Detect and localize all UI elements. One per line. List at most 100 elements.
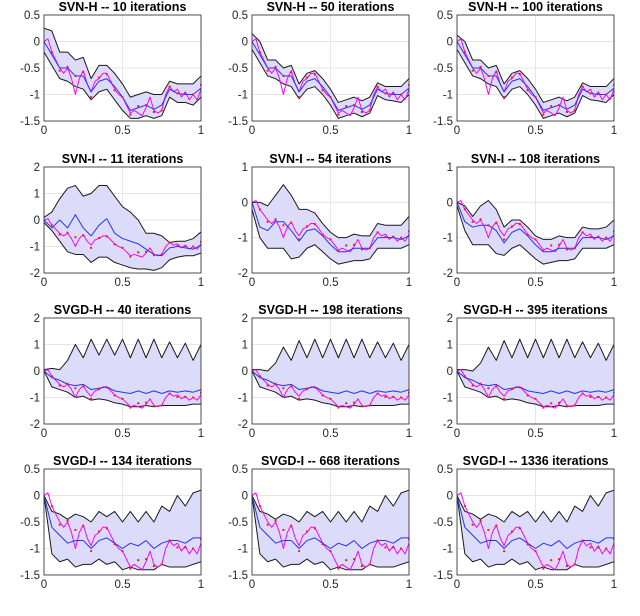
subplot-title: SVN-I -- 54 iterations: [269, 152, 391, 166]
observation-point: [282, 387, 285, 390]
x-tick-label: 0: [249, 125, 255, 137]
observation-point: [129, 567, 132, 570]
y-tick-label: -1: [443, 233, 453, 245]
plot-content: [44, 489, 201, 571]
axes-box: [43, 317, 202, 425]
upper-bound-line: [457, 34, 614, 103]
mean-line: [457, 370, 614, 395]
x-tick-label: 0.5: [115, 428, 131, 440]
observation-point: [558, 401, 561, 404]
observation-point: [160, 404, 163, 407]
plot-content: [44, 185, 201, 271]
observation-point: [510, 225, 513, 228]
observation-point: [290, 385, 293, 388]
y-tick-label: -1: [238, 233, 248, 245]
observation-point: [258, 51, 261, 54]
axes-box: [251, 166, 410, 274]
observation-point: [345, 402, 348, 405]
plot-content: [252, 338, 409, 409]
observation-point: [542, 567, 545, 570]
observation-point: [66, 519, 69, 522]
axes-box: [456, 468, 615, 576]
observation-point: [58, 69, 61, 72]
observation-point: [518, 223, 521, 226]
upper-bound-line: [44, 27, 201, 98]
plot-content: [457, 200, 614, 265]
observation-point: [337, 406, 340, 409]
lower-bound-line: [252, 370, 409, 408]
observation-point: [573, 563, 576, 566]
y-tick-label: 0.5: [24, 464, 40, 476]
observation-point: [392, 235, 395, 238]
observation-point: [298, 238, 301, 241]
y-tick-label: -0.5: [228, 517, 248, 529]
observation-point: [392, 92, 395, 95]
observation-point: [121, 397, 124, 400]
observation-point: [129, 255, 132, 258]
axes-box: [251, 317, 410, 425]
x-tick-label: 0: [454, 579, 460, 591]
mean-line: [44, 370, 201, 395]
observation-point: [82, 385, 85, 388]
observation-point: [510, 76, 513, 79]
credible-band: [252, 339, 409, 407]
observation-point: [282, 528, 285, 531]
observation-point: [305, 225, 308, 228]
observation-point: [597, 235, 600, 238]
observation-point: [589, 395, 592, 398]
observation-point: [145, 250, 148, 253]
x-tick-label: 0.5: [115, 579, 131, 591]
observation-point: [353, 401, 356, 404]
observation-point: [58, 233, 61, 236]
observation-point: [298, 550, 301, 553]
observation-point: [313, 386, 316, 389]
observation-point: [200, 83, 201, 86]
observation-point: [353, 243, 356, 246]
x-tick-label: 1: [611, 277, 617, 289]
observation-point: [329, 238, 332, 241]
observation-point: [573, 247, 576, 250]
lower-bound-line: [44, 495, 201, 571]
observation-point: [90, 550, 93, 553]
observation-point: [503, 550, 506, 553]
y-tick-label: -1: [30, 242, 40, 254]
y-tick-label: -2: [30, 419, 40, 431]
observation-point: [345, 105, 348, 108]
x-tick-label: 0: [454, 125, 460, 137]
observation-point: [495, 71, 498, 74]
observation-point: [200, 537, 201, 540]
y-tick-label: 0: [242, 491, 248, 503]
x-tick-label: 0: [41, 277, 47, 289]
observation-point: [589, 546, 592, 549]
y-tick-label: -2: [238, 268, 248, 280]
observation-point: [463, 208, 466, 211]
observation-point: [408, 83, 409, 86]
observation-point: [97, 530, 100, 533]
observation-point: [550, 105, 553, 108]
axes-box: [251, 14, 410, 122]
x-tick-label: 1: [406, 277, 412, 289]
observation-point: [58, 523, 61, 526]
x-tick-label: 0.5: [528, 428, 544, 440]
observation-point: [581, 539, 584, 542]
x-tick-label: 1: [611, 579, 617, 591]
lower-bound-line: [457, 205, 614, 265]
observation-point: [605, 236, 608, 239]
axes-box: [251, 468, 410, 576]
y-tick-label: 2: [34, 162, 40, 174]
observation-point: [368, 563, 371, 566]
observation-point: [90, 96, 93, 99]
subplot: 0 0.5 1 -2 -1 0 1 2 SVN-I -- 11 iterations: [30, 152, 204, 289]
y-tick-label: -0.5: [433, 517, 453, 529]
observation-point: [290, 71, 293, 74]
observation-point: [90, 246, 93, 249]
x-tick-label: 0.5: [115, 125, 131, 137]
y-tick-label: -1: [443, 393, 453, 405]
x-tick-label: 1: [198, 579, 204, 591]
lower-bound-line: [44, 222, 201, 271]
y-tick-label: -0.5: [228, 63, 248, 75]
observation-point: [479, 218, 482, 221]
observation-point: [487, 224, 490, 227]
observation-point: [313, 223, 316, 226]
observation-point: [168, 85, 171, 88]
